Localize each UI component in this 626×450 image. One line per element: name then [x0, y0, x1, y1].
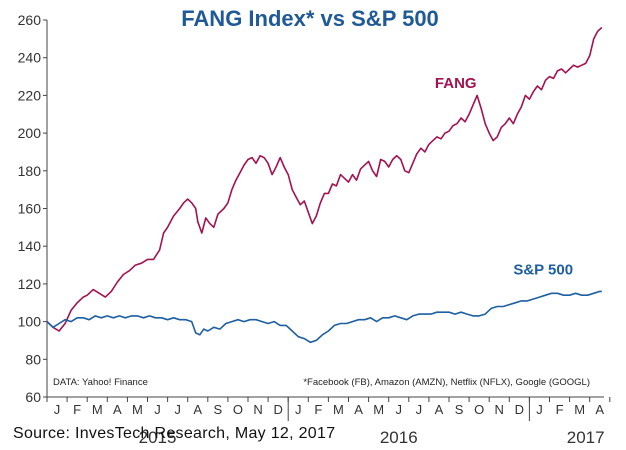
series-layer: FANG S&P 500	[46, 26, 603, 344]
x-tick-label: S	[455, 402, 464, 417]
x-tick-label: D	[515, 402, 524, 417]
chart-title: FANG Index* vs S&P 500	[181, 6, 439, 31]
y-tick-label: 180	[18, 163, 42, 179]
footnote: *Facebook (FB), Amazon (AMZN), Netflix (…	[303, 377, 590, 388]
x-tick-label: J	[295, 402, 302, 417]
year-label: 2015	[139, 428, 177, 447]
source-caption: Source: InvesTech Research, May 12, 2017	[13, 425, 336, 442]
x-tick-label: J	[416, 402, 423, 417]
sp500-line	[46, 290, 602, 344]
x-tick-label: N	[253, 402, 262, 417]
y-tick-label: 120	[18, 276, 42, 292]
fang-series-label: FANG	[435, 75, 477, 92]
x-tick-label: A	[435, 402, 444, 417]
y-tick-label: 160	[18, 201, 42, 217]
x-tick-label: J	[536, 402, 543, 417]
x-tick-label: D	[273, 402, 282, 417]
x-tick-label: A	[595, 402, 604, 417]
x-tick-label: J	[174, 402, 181, 417]
sp500-series-label: S&P 500	[513, 261, 573, 278]
x-tick-label: M	[92, 402, 103, 417]
x-tick-label: J	[154, 402, 161, 417]
x-tick-label: F	[73, 402, 81, 417]
x-tick-label: A	[193, 402, 202, 417]
x-tick-label: M	[132, 402, 143, 417]
x-tick-label: A	[113, 402, 122, 417]
y-tick-label: 240	[18, 50, 42, 66]
x-tick-label: M	[574, 402, 585, 417]
y-tick-label: 80	[25, 351, 41, 367]
x-tick-label: N	[495, 402, 504, 417]
x-tick-label: S	[214, 402, 223, 417]
x-tick-label: A	[354, 402, 363, 417]
year-label: 2017	[567, 428, 605, 447]
y-tick-label: 260	[18, 12, 42, 28]
year-label: 2016	[380, 428, 418, 447]
x-tick-label: M	[333, 402, 344, 417]
y-tick-label: 60	[25, 389, 41, 405]
fang-line	[46, 26, 603, 332]
y-tick-label: 220	[18, 87, 42, 103]
y-tick-label: 200	[18, 125, 42, 141]
x-tick-label: J	[54, 402, 61, 417]
x-tick-label: J	[396, 402, 403, 417]
x-tick-label: O	[233, 402, 243, 417]
x-tick-label: F	[556, 402, 564, 417]
x-tick-label: M	[373, 402, 384, 417]
x-tick-label: F	[314, 402, 322, 417]
y-tick-label: 100	[18, 314, 42, 330]
x-tick-label: O	[474, 402, 484, 417]
data-source-note: DATA: Yahoo! Finance	[53, 377, 148, 388]
y-tick-label: 140	[18, 238, 42, 254]
